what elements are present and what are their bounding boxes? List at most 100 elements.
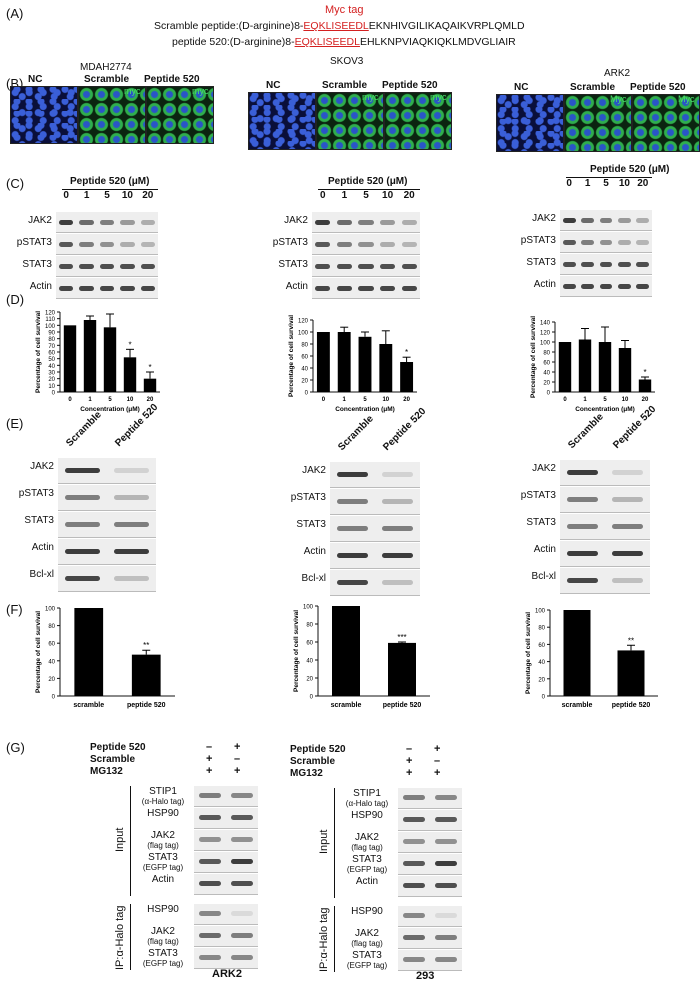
c-mdah-band-1-0 — [59, 241, 74, 247]
chart-f-2-ytick-label-0: 0 — [542, 695, 546, 701]
c-ark-band-1-2 — [599, 239, 613, 245]
chart-f-1-ytick-label-3: 60 — [306, 641, 313, 647]
g-left-input-band-3-1 — [231, 859, 253, 864]
c-ark-band-2-3 — [617, 261, 631, 267]
g-right-ip-band-0-1 — [435, 913, 457, 918]
panel-f-charts: 0 20 40 60 80 100 scramble ** peptide 520 Percent… — [35, 605, 658, 709]
chart-f-1-xtick-label-1: peptide 520 — [383, 702, 422, 709]
g-right-ip-name-0: HSP90 — [351, 906, 383, 917]
c-mdah-band-2-0 — [59, 263, 74, 269]
e-ark-lane-label-0: Scramble — [566, 411, 606, 451]
chart-d-0-ytick-label-10: 100 — [45, 324, 56, 330]
p520-prefix: peptide 520:(D-arginine)8- — [172, 36, 295, 48]
c-skov-row-label-2: STAT3 — [278, 259, 308, 270]
c-skov-lane-3: 10 — [382, 190, 394, 201]
chart-d-1-bar-2 — [358, 336, 372, 392]
e-skov-blot-row-0 — [330, 462, 420, 488]
e-skov-band-4-1 — [381, 580, 414, 585]
chart-d-2-xtick-label-3: 10 — [622, 397, 629, 403]
e-mdah-blot-row-2 — [58, 512, 156, 538]
e-skov-blot-row-3 — [330, 543, 420, 569]
micro-label-mdah-2: Peptide 520 — [144, 74, 200, 85]
c-mdah-band-0-2 — [99, 219, 115, 225]
e-mdah-band-4-0 — [65, 576, 100, 581]
chart-d-2-ytick-label-4: 80 — [543, 351, 550, 357]
g-left-input-name-1: HSP90 — [147, 808, 179, 819]
g-right-input-band-1-1 — [435, 817, 457, 822]
g-right-input-name-1: HSP90 — [351, 810, 383, 821]
chart-f-1-ytick-label-1: 20 — [306, 677, 313, 683]
c-ark-band-0-0 — [562, 217, 576, 223]
e-ark-blot-row-4 — [560, 568, 650, 594]
chart-d-2-ytick-label-7: 140 — [540, 321, 551, 327]
c-skov-blot-row-2 — [312, 256, 420, 277]
c-mdah-row-label-0: JAK2 — [28, 215, 52, 226]
g-left-ip-blot-0 — [194, 904, 258, 925]
micrograph-skov-1 — [316, 92, 384, 150]
scramble-sequence: Scramble peptide:(D-arginine)8-EQKLISEED… — [154, 20, 525, 32]
e-ark-row-label-3: Actin — [533, 544, 556, 555]
g-right-input-sub-3: (EGFP tag) — [346, 865, 388, 874]
g-left-ip-sub-2: (EGFP tag) — [142, 959, 184, 968]
g-left-sign-2-1: + — [234, 765, 241, 777]
chart-d-2-xtick-label-0: 0 — [563, 397, 567, 403]
g-right-input-blot-0 — [398, 788, 462, 809]
c-skov-band-2-0 — [315, 263, 331, 269]
g-left-ip-band-1-1 — [231, 933, 253, 938]
chart-d-1-ytick-label-1: 20 — [301, 379, 308, 385]
chart-d-1-ytick-label-0: 0 — [305, 391, 309, 397]
g-right-ip-sub-1: (flag tag) — [351, 939, 383, 948]
g-right-input-band-4-1 — [435, 883, 457, 888]
panel-label-g: (G) — [6, 740, 25, 755]
g-left-sign-0-0: – — [206, 741, 213, 753]
e-ark-row-label-1: pSTAT3 — [520, 490, 556, 501]
chart-f-0-ytick-label-2: 40 — [48, 659, 55, 665]
c-mdah-band-1-2 — [99, 241, 115, 247]
e-mdah-lane-label-0: Scramble — [64, 409, 104, 449]
micro-label-skov-0: NC — [266, 80, 281, 91]
c-skov-band-2-2 — [358, 263, 374, 269]
e-skov-row-label-3: Actin — [303, 546, 326, 557]
e-mdah-row-label-2: STAT3 — [24, 515, 54, 526]
g-left-input-band-0-1 — [231, 793, 253, 798]
g-right-input-sub-2: (flag tag) — [351, 843, 383, 852]
chart-d-0-ylabel: Percentage of cell survival — [35, 311, 42, 393]
chart-f-2-bar-0 — [563, 610, 591, 696]
chart-f-1-ylabel: Percentage of cell survival — [293, 610, 300, 692]
e-skov-band-0-0 — [336, 472, 369, 477]
chart-d-1-bar-3 — [379, 344, 393, 392]
chart-d-1-xtick-label-4: 20 — [403, 397, 410, 403]
chart-d-0-ytick-label-11: 110 — [45, 317, 55, 323]
e-skov-blot-row-4 — [330, 570, 420, 596]
c-mdah-band-2-4 — [140, 263, 155, 269]
e-ark-blot-row-1 — [560, 487, 650, 513]
chart-f-0-xtick-label-0: scramble — [73, 702, 104, 709]
chart-f-1-star-1: *** — [397, 633, 406, 642]
chart-f-0-ytick-label-0: 0 — [52, 695, 56, 701]
chart-f-2-xtick-label-1: peptide 520 — [612, 702, 651, 709]
g-right-ip-name-1: JAK2 — [355, 928, 379, 939]
c-ark-row-label-3: Actin — [533, 279, 556, 290]
chart-f-1-bar-1 — [388, 642, 416, 696]
chart-f-1-ytick-label-0: 0 — [310, 695, 314, 701]
chart-f-0-ytick-label-5: 100 — [45, 607, 56, 613]
c-skov-band-2-4 — [401, 263, 417, 269]
myc-overlay-ark-1: Myc — [610, 94, 627, 104]
e-ark-row-label-4: Bcl-xl — [531, 571, 556, 582]
g-right-sign-1-0: + — [406, 755, 413, 767]
c-mdah-band-2-1 — [79, 263, 94, 269]
g-left-ip-group-label: IP:α-Halo tag — [114, 905, 126, 970]
c-ark-conc-header: Peptide 520 (μM) — [590, 164, 670, 175]
g-right-input-band-2-0 — [403, 839, 425, 844]
g-left-treat-label-1: Scramble — [90, 754, 136, 765]
c-mdah-lane-1: 1 — [83, 190, 90, 201]
chart-d-1-xtick-label-0: 0 — [322, 397, 326, 403]
e-ark-band-1-0 — [566, 497, 599, 502]
g-left-input-name-0: STIP1 — [149, 786, 177, 797]
c-skov-band-3-0 — [315, 285, 331, 291]
chart-d-0-bar-2 — [103, 327, 117, 392]
e-mdah-band-1-0 — [65, 495, 100, 500]
c-mdah-band-2-3 — [120, 263, 135, 269]
chart-d-2-bar-2 — [598, 342, 612, 392]
c-skov-band-3-3 — [380, 285, 396, 291]
